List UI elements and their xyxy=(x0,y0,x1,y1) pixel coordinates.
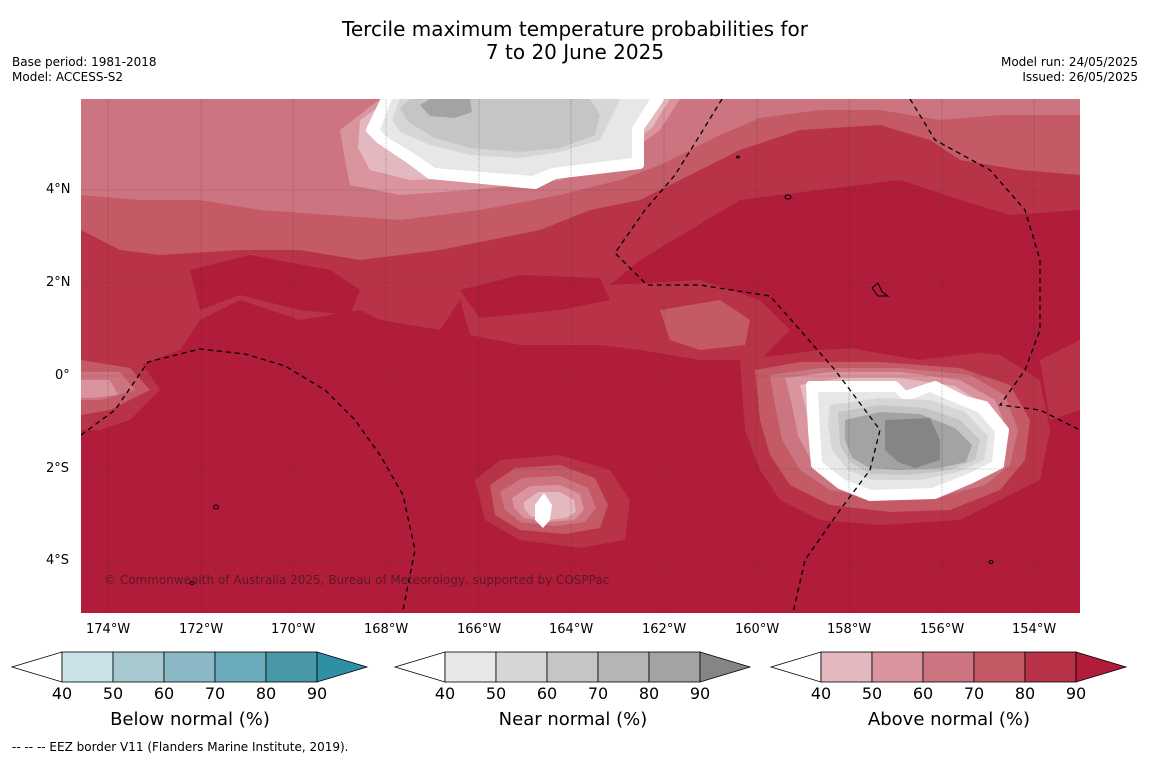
lon-label-166w: 166°W xyxy=(457,622,502,637)
copyright-notice: © Commonwealth of Australia 2025, Bureau… xyxy=(104,573,610,587)
above-tick-90: 90 xyxy=(1065,684,1087,703)
colorbar-below xyxy=(10,651,369,683)
colorbar-above xyxy=(769,651,1128,683)
lon-label-174w: 174°W xyxy=(86,622,131,637)
islands xyxy=(189,155,994,585)
above-tick-40: 40 xyxy=(810,684,832,703)
lat-label-2n: 2°N xyxy=(46,275,71,290)
lon-label-168w: 168°W xyxy=(364,622,409,637)
lat-label-0: 0° xyxy=(55,368,70,383)
lon-label-170w: 170°W xyxy=(271,622,316,637)
above-normal-label: Above normal (%) xyxy=(867,709,1031,730)
above-tick-80: 80 xyxy=(1014,684,1036,703)
map-title: Tercile maximum temperature probabilitie… xyxy=(0,18,1150,64)
graticule xyxy=(81,99,1080,613)
below-normal-label: Below normal (%) xyxy=(110,709,270,730)
above-tick-50: 50 xyxy=(861,684,883,703)
near-normal-label: Near normal (%) xyxy=(498,709,648,730)
metadata-right: Model run: 24/05/2025 Issued: 26/05/2025 xyxy=(1001,55,1138,85)
colorbar-near xyxy=(393,651,752,683)
above-tick-70: 70 xyxy=(963,684,985,703)
lon-label-162w: 162°W xyxy=(642,622,687,637)
near-tick-40: 40 xyxy=(434,684,456,703)
lon-label-158w: 158°W xyxy=(827,622,872,637)
near-tick-60: 60 xyxy=(536,684,558,703)
lat-label-2s: 2°S xyxy=(46,461,70,476)
above-tick-60: 60 xyxy=(912,684,934,703)
base-period: Base period: 1981-2018 xyxy=(12,55,157,69)
near-tick-80: 80 xyxy=(638,684,660,703)
metadata-left: Base period: 1981-2018 Model: ACCESS-S2 xyxy=(12,55,157,85)
lon-label-172w: 172°W xyxy=(179,622,224,637)
below-tick-90: 90 xyxy=(306,684,328,703)
lon-label-156w: 156°W xyxy=(920,622,965,637)
model-name: Model: ACCESS-S2 xyxy=(12,70,124,84)
near-tick-50: 50 xyxy=(485,684,507,703)
eez-border-note: -- -- -- EEZ border V11 (Flanders Marine… xyxy=(12,740,349,754)
lon-label-164w: 164°W xyxy=(549,622,594,637)
lon-label-160w: 160°W xyxy=(735,622,780,637)
below-tick-70: 70 xyxy=(204,684,226,703)
lat-label-4s: 4°S xyxy=(46,553,70,568)
map-title-line2: 7 to 20 June 2025 xyxy=(485,40,665,64)
model-run: Model run: 24/05/2025 xyxy=(1000,55,1138,69)
below-tick-80: 80 xyxy=(255,684,277,703)
lon-label-154w: 154°W xyxy=(1012,622,1057,637)
below-tick-40: 40 xyxy=(51,684,73,703)
below-tick-50: 50 xyxy=(102,684,124,703)
eez-borders xyxy=(81,99,1080,613)
lat-label-4n: 4°N xyxy=(46,182,71,197)
probability-field xyxy=(81,99,1080,613)
issued-date: Issued: 26/05/2025 xyxy=(1022,70,1138,84)
near-tick-70: 70 xyxy=(587,684,609,703)
map-title-line1: Tercile maximum temperature probabilitie… xyxy=(342,17,808,41)
below-tick-60: 60 xyxy=(153,684,175,703)
near-tick-90: 90 xyxy=(689,684,711,703)
